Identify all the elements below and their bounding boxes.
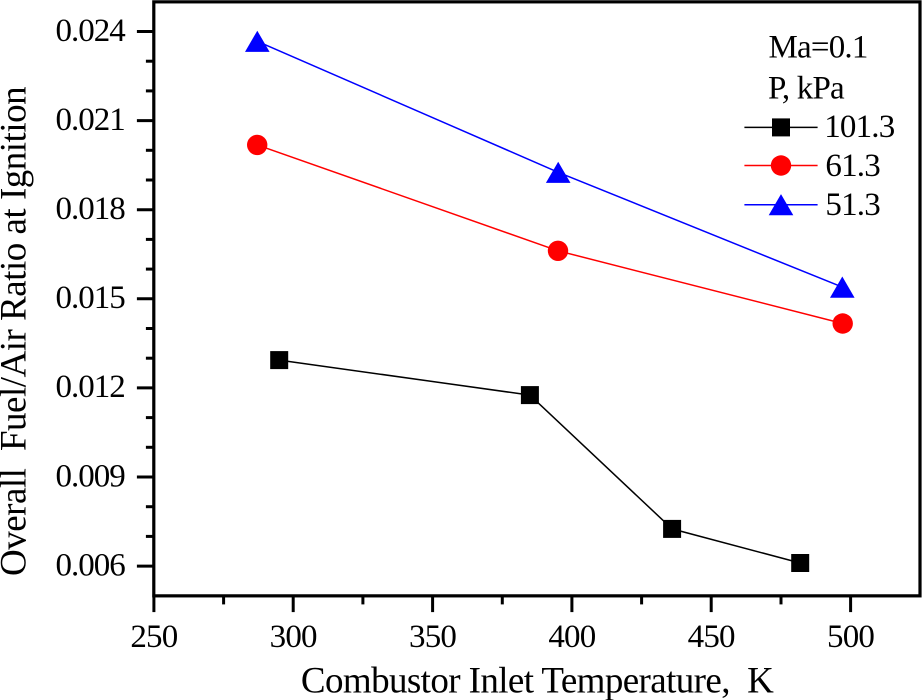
svg-text:450: 450 bbox=[688, 619, 735, 655]
svg-text:250: 250 bbox=[130, 619, 177, 655]
svg-text:51.3: 51.3 bbox=[825, 187, 880, 223]
svg-text:Overall Fuel/Air Ratio at Ign: Overall Fuel/Air Ratio at Ignition bbox=[0, 87, 34, 576]
svg-text:0.012: 0.012 bbox=[56, 369, 125, 405]
svg-text:0.024: 0.024 bbox=[56, 13, 126, 49]
svg-text:500: 500 bbox=[827, 619, 874, 655]
svg-text:0.021: 0.021 bbox=[56, 102, 125, 138]
svg-text:0.009: 0.009 bbox=[56, 458, 126, 494]
svg-text:61.3: 61.3 bbox=[825, 148, 880, 184]
svg-text:350: 350 bbox=[409, 619, 456, 655]
svg-text:Ma=0.1: Ma=0.1 bbox=[769, 30, 868, 66]
svg-text:P, kPa: P, kPa bbox=[768, 71, 845, 107]
svg-text:0.006: 0.006 bbox=[56, 547, 126, 583]
svg-text:0.015: 0.015 bbox=[56, 280, 126, 316]
svg-text:400: 400 bbox=[548, 619, 595, 655]
svg-text:0.018: 0.018 bbox=[56, 191, 126, 227]
svg-text:300: 300 bbox=[270, 619, 317, 655]
svg-text:Combustor Inlet Temperature,: Combustor Inlet Temperature, K bbox=[301, 660, 774, 700]
svg-text:101.3: 101.3 bbox=[824, 109, 895, 145]
